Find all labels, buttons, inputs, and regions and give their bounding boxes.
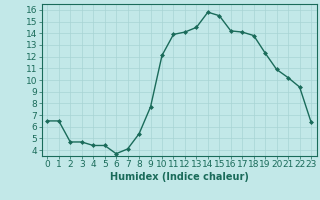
X-axis label: Humidex (Indice chaleur): Humidex (Indice chaleur)	[110, 172, 249, 182]
